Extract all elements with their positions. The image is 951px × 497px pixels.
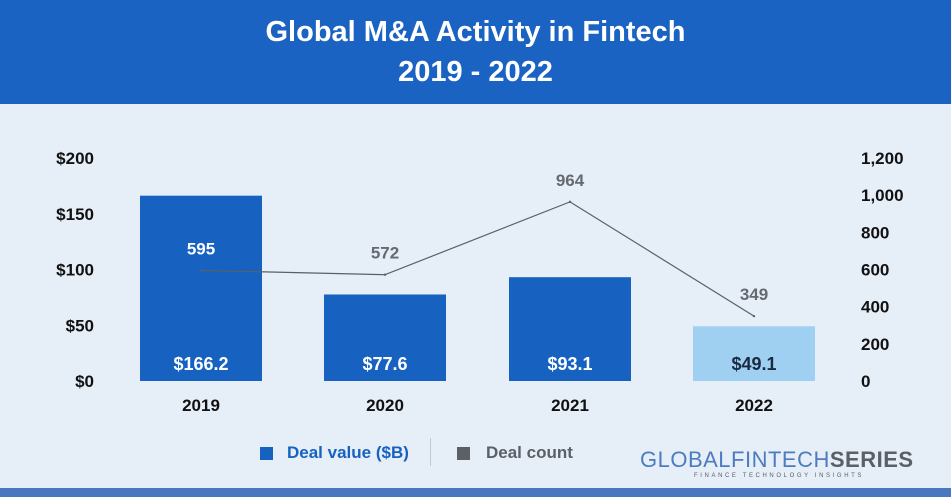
footer-bar	[0, 488, 951, 497]
x-tick-label: 2020	[366, 396, 404, 415]
chart-subtitle: 2019 - 2022	[398, 56, 553, 88]
x-tick-label: 2019	[182, 396, 220, 415]
bar	[140, 195, 262, 381]
bar-value-label: $49.1	[731, 354, 776, 374]
deal-count-label: 595	[187, 239, 215, 258]
bar	[324, 294, 446, 381]
x-tick-label: 2021	[551, 396, 589, 415]
legend: Deal value ($B) Deal count	[0, 438, 600, 468]
bar-value-label: $166.2	[173, 354, 228, 374]
combo-chart: $0 $50 $100 $150 $200 0 200 400 600 800 1,000 1,200…	[56, 149, 904, 415]
legend-divider	[430, 438, 431, 466]
y-right-tick-label: 200	[861, 335, 889, 354]
deal-count-label: 572	[371, 244, 399, 263]
y-left-tick-label: $50	[66, 316, 94, 335]
y-left-tick-label: $100	[56, 261, 94, 280]
deal-count-point	[383, 273, 387, 276]
bar-value-label: $77.6	[362, 354, 407, 374]
logo-suffix: SERIES	[829, 447, 914, 472]
deal-count-line	[200, 201, 755, 317]
legend-swatch-deal-value	[260, 447, 273, 460]
y-right-tick-label: 1,200	[861, 149, 904, 168]
y-left-tick-label: $200	[56, 149, 94, 168]
chart-title: Global M&A Activity in Fintech	[265, 16, 686, 48]
deal-count-label: 964	[556, 171, 585, 190]
bar	[509, 277, 631, 381]
y-right-tick-label: 400	[861, 298, 889, 317]
y-left-tick-label: $150	[56, 205, 94, 224]
brand-logo: GLOBALFINTECHSERIES FINANCE TECHNOLOGY I…	[640, 447, 914, 487]
legend-label-deal-count: Deal count	[486, 443, 573, 462]
logo-wordmark: GLOBALFINTECHSERIES	[640, 447, 914, 473]
y-right-tick-label: 1,000	[861, 186, 904, 205]
logo-prefix: GLOBALFINTECH	[640, 447, 830, 472]
bar-value-label: $93.1	[547, 354, 592, 374]
deal-count-point	[568, 200, 572, 204]
y-left-tick-label: $0	[75, 372, 94, 391]
deal-count-point	[752, 314, 756, 318]
deal-count-point	[199, 269, 203, 272]
legend-label-deal-value: Deal value ($B)	[287, 443, 409, 462]
logo-tagline: FINANCE TECHNOLOGY INSIGHTS	[694, 473, 864, 479]
deal-count-label: 349	[740, 285, 768, 304]
y-right-tick-label: 800	[861, 223, 889, 242]
chart-header: Global M&A Activity in Fintech 2019 - 20…	[0, 0, 951, 104]
y-right-tick-label: 600	[861, 261, 889, 280]
x-tick-label: 2022	[735, 396, 773, 415]
bar	[693, 326, 815, 381]
y-right-tick-label: 0	[861, 372, 870, 391]
legend-swatch-deal-count	[457, 447, 470, 460]
